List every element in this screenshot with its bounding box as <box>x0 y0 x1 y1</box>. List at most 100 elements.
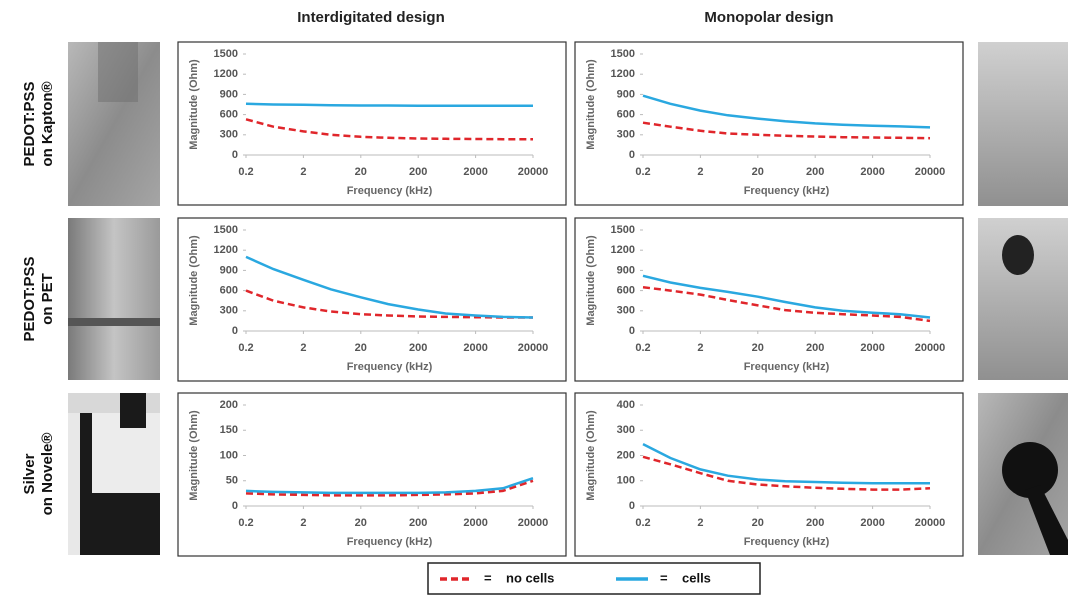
series-line <box>245 255 534 319</box>
y-tick-label: 0 <box>629 500 635 512</box>
legend-separator: = <box>660 570 668 585</box>
x-tick-label: 0.2 <box>635 517 650 529</box>
legend-label: no cells <box>506 570 554 585</box>
y-tick-label: 600 <box>220 109 238 121</box>
chart-panel <box>574 392 964 557</box>
x-tick-label: 2000 <box>860 517 884 529</box>
photo-detail <box>68 318 160 326</box>
photo-detail <box>120 393 146 428</box>
series-line <box>642 442 930 485</box>
y-tick-label: 0 <box>232 325 238 337</box>
row-label: Silver <box>21 453 38 494</box>
y-tick-label: 1200 <box>611 68 635 80</box>
y-tick-label: 100 <box>617 475 635 487</box>
x-tick-label: 20000 <box>518 517 549 529</box>
series-line <box>642 94 931 129</box>
x-tick-label: 200 <box>806 517 824 529</box>
column-title: Monopolar design <box>704 9 833 26</box>
row-label: PEDOT:PSS <box>21 256 38 341</box>
y-tick-label: 200 <box>220 399 238 411</box>
row-label: on Novele® <box>39 433 56 516</box>
y-tick-label: 0 <box>232 149 238 161</box>
y-axis-title: Magnitude (Ohm) <box>585 410 597 501</box>
y-tick-label: 300 <box>617 424 635 436</box>
y-tick-label: 1500 <box>611 48 635 60</box>
x-tick-label: 2000 <box>463 342 487 354</box>
x-tick-label: 20 <box>752 166 764 178</box>
x-tick-label: 2 <box>300 342 306 354</box>
x-tick-label: 20000 <box>915 342 946 354</box>
y-tick-label: 600 <box>617 285 635 297</box>
chart-panel <box>177 41 567 206</box>
x-tick-label: 20 <box>355 342 367 354</box>
y-axis-title: Magnitude (Ohm) <box>188 235 200 326</box>
series-line <box>642 455 931 491</box>
x-tick-label: 2 <box>697 517 703 529</box>
y-tick-label: 900 <box>220 88 238 100</box>
chart-panel <box>574 41 964 206</box>
column-title: Interdigitated design <box>297 9 445 26</box>
photo-detail <box>98 42 138 102</box>
x-tick-label: 20 <box>355 166 367 178</box>
x-tick-label: 2 <box>300 517 306 529</box>
series-line <box>245 118 533 141</box>
y-tick-label: 900 <box>617 264 635 276</box>
x-tick-label: 0.2 <box>238 166 253 178</box>
y-tick-label: 300 <box>220 305 238 317</box>
photos <box>68 42 1068 555</box>
x-axis-title: Frequency (kHz) <box>347 361 433 373</box>
legend-label: cells <box>682 570 711 585</box>
x-tick-label: 200 <box>806 342 824 354</box>
x-tick-label: 20000 <box>518 342 549 354</box>
x-tick-label: 20000 <box>915 517 946 529</box>
series-line <box>642 121 931 140</box>
x-tick-label: 0.2 <box>238 517 253 529</box>
x-tick-label: 20000 <box>518 166 549 178</box>
y-tick-label: 1500 <box>214 48 238 60</box>
y-tick-label: 300 <box>617 305 635 317</box>
y-axis-title: Magnitude (Ohm) <box>585 235 597 326</box>
y-axis-title: Magnitude (Ohm) <box>188 59 200 150</box>
y-tick-label: 600 <box>220 285 238 297</box>
photo-detail <box>68 413 80 555</box>
y-tick-label: 100 <box>220 449 238 461</box>
x-tick-label: 2 <box>697 166 703 178</box>
legend-separator: = <box>484 570 492 585</box>
y-tick-label: 1500 <box>611 224 635 236</box>
x-axis-title: Frequency (kHz) <box>347 536 433 548</box>
row-label: on Kapton® <box>39 81 56 166</box>
y-tick-label: 600 <box>617 109 635 121</box>
y-tick-label: 1200 <box>611 244 635 256</box>
photo-detail <box>68 393 160 413</box>
x-tick-label: 20 <box>752 342 764 354</box>
y-tick-label: 0 <box>232 500 238 512</box>
series-line <box>245 479 534 497</box>
x-tick-label: 200 <box>409 517 427 529</box>
y-tick-label: 150 <box>220 424 238 436</box>
y-tick-label: 1500 <box>214 224 238 236</box>
x-axis-title: Frequency (kHz) <box>744 185 830 197</box>
y-axis-title: Magnitude (Ohm) <box>188 410 200 501</box>
photo-detail <box>1002 235 1034 275</box>
y-tick-label: 0 <box>629 325 635 337</box>
y-axis-title: Magnitude (Ohm) <box>585 59 597 150</box>
y-tick-label: 50 <box>226 475 238 487</box>
chart-panel <box>177 392 567 557</box>
row-label: PEDOT:PSS <box>21 81 38 166</box>
y-tick-label: 900 <box>220 264 238 276</box>
y-tick-label: 400 <box>617 399 635 411</box>
x-tick-label: 20 <box>355 517 367 529</box>
series-line <box>642 285 931 323</box>
series-line <box>245 102 533 108</box>
x-tick-label: 200 <box>806 166 824 178</box>
x-tick-label: 2000 <box>463 166 487 178</box>
y-tick-label: 200 <box>617 449 635 461</box>
x-tick-label: 2000 <box>860 166 884 178</box>
y-tick-label: 1200 <box>214 68 238 80</box>
x-tick-label: 0.2 <box>238 342 253 354</box>
x-tick-label: 2000 <box>860 342 884 354</box>
photo <box>68 218 160 380</box>
row-label: on PET <box>39 273 56 325</box>
series-line <box>642 274 931 319</box>
